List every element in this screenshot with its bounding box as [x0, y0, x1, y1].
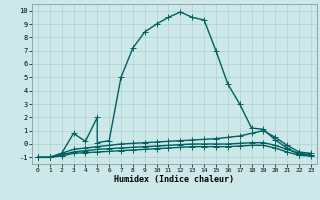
- X-axis label: Humidex (Indice chaleur): Humidex (Indice chaleur): [115, 175, 234, 184]
